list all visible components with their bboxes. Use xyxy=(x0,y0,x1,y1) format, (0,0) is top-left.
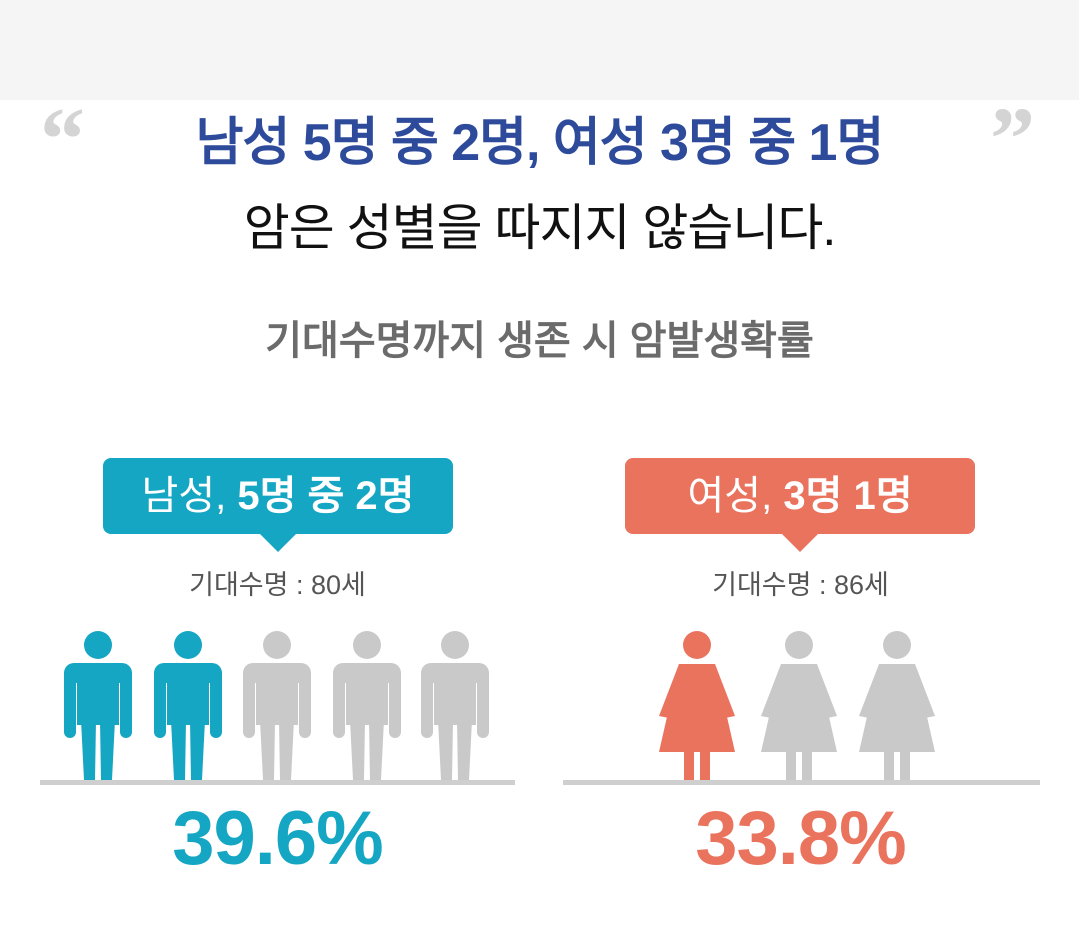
headline-sub: 암은 성별을 따지지 않습니다. xyxy=(243,200,837,256)
person-icon xyxy=(154,631,222,780)
quote-open: “ xyxy=(40,90,85,189)
person-icon xyxy=(333,631,401,780)
subtitle: 기대수명까지 생존 시 암발생확률 xyxy=(265,319,814,363)
male-badge: 남성, 5명 중 2명 xyxy=(103,458,453,552)
female-percentage: 33.8% xyxy=(695,796,907,881)
top-band xyxy=(0,0,1079,100)
baseline xyxy=(563,780,1040,785)
badge-ratio: 3명 1명 xyxy=(783,474,913,518)
life-expectancy: 기대수명 : 80세 xyxy=(189,570,366,600)
person-icon xyxy=(659,631,735,780)
person-icon xyxy=(761,631,837,780)
life-expectancy: 기대수명 : 86세 xyxy=(712,570,889,600)
headline: 남성 5명 중 2명, 여성 3명 중 1명 xyxy=(195,114,885,172)
male-percentage: 39.6% xyxy=(172,796,384,881)
person-icon xyxy=(421,631,489,780)
person-icon xyxy=(243,631,311,780)
person-icon xyxy=(859,631,935,780)
person-icon xyxy=(64,631,132,780)
badge-label: 여성, xyxy=(687,474,773,518)
baseline xyxy=(40,780,515,785)
badge-ratio: 5명 중 2명 xyxy=(237,474,415,518)
person-icons xyxy=(40,631,1040,785)
badge-label: 남성, xyxy=(141,474,227,518)
female-badge: 여성, 3명 1명 xyxy=(625,458,975,552)
quote-close: ” xyxy=(990,90,1035,189)
